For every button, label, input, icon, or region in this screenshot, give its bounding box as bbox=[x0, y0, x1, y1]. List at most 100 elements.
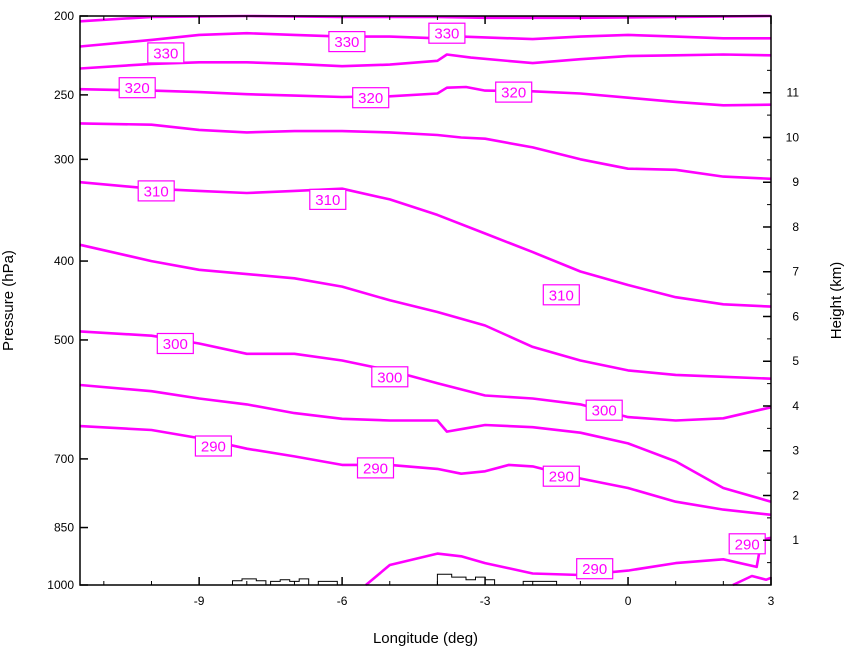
contour-line-300-7 bbox=[79, 330, 772, 422]
terrain-segment-3 bbox=[436, 573, 496, 585]
contour-label-text: 290 bbox=[582, 561, 607, 578]
contour-label-320-5: 320 bbox=[495, 81, 533, 103]
contour-label-330-1: 330 bbox=[328, 31, 366, 53]
terrain-segment-4 bbox=[522, 580, 558, 585]
contour-label-box bbox=[428, 22, 466, 44]
contour-label-300-11: 300 bbox=[585, 399, 623, 421]
contour-label-290-12: 290 bbox=[194, 435, 232, 457]
y2-tick-label: 9 bbox=[792, 175, 799, 189]
contour-label-box bbox=[309, 188, 347, 210]
contour-label-320-3: 320 bbox=[118, 77, 156, 99]
contour-label-box bbox=[728, 533, 766, 555]
contour-label-box bbox=[542, 465, 580, 487]
terrain-segment-1 bbox=[270, 578, 310, 585]
contour-label-text: 300 bbox=[377, 369, 402, 386]
y2-axis-title: Height (km) bbox=[828, 262, 845, 340]
x-tick-label: 0 bbox=[625, 594, 632, 608]
contour-label-320-4: 320 bbox=[352, 87, 390, 109]
y-axis-title: Pressure (hPa) bbox=[0, 250, 17, 351]
contour-line-315-4 bbox=[79, 122, 772, 181]
contour-label-310-7: 310 bbox=[309, 188, 347, 210]
y-tick-label: 300 bbox=[54, 152, 74, 166]
contour-label-text: 310 bbox=[315, 192, 340, 209]
contour-label-text: 300 bbox=[592, 403, 617, 420]
contour-label-text: 310 bbox=[549, 287, 574, 304]
terrain-segment-0 bbox=[232, 578, 267, 585]
x-tick-label: 3 bbox=[768, 594, 775, 608]
contour-label-text: 300 bbox=[163, 336, 188, 353]
contour-label-box bbox=[576, 558, 614, 580]
y-tick-label: 850 bbox=[54, 521, 74, 535]
contour-label-text: 330 bbox=[153, 45, 178, 62]
contour-line-290-9 bbox=[79, 424, 772, 517]
y-tick-label: 700 bbox=[54, 452, 74, 466]
contour-label-box bbox=[147, 42, 185, 64]
x-tick-label: -3 bbox=[480, 594, 491, 608]
contour-label-text: 330 bbox=[334, 34, 359, 51]
plot-frame bbox=[79, 15, 772, 586]
contour-line-305-6 bbox=[79, 243, 772, 380]
y-tick-label: 250 bbox=[54, 88, 74, 102]
contour-label-text: 320 bbox=[358, 90, 383, 107]
contour-label-300-10: 300 bbox=[371, 366, 409, 388]
contour-label-text: 320 bbox=[501, 85, 526, 102]
contour-label-box bbox=[371, 366, 409, 388]
y2-tick-label: 4 bbox=[792, 399, 799, 413]
terrain-layer bbox=[232, 573, 558, 585]
contour-label-box bbox=[118, 77, 156, 99]
contour-label-text: 310 bbox=[144, 183, 169, 200]
y2-tick-label: 5 bbox=[792, 354, 799, 368]
contour-label-box bbox=[495, 81, 533, 103]
y2-tick-label: 2 bbox=[792, 488, 799, 502]
y2-tick-label: 10 bbox=[786, 130, 800, 144]
contour-line-320-3 bbox=[79, 85, 772, 107]
y2-tick-label: 3 bbox=[792, 444, 799, 458]
contour-label-290-16: 290 bbox=[728, 533, 766, 555]
y-tick-label: 500 bbox=[54, 333, 74, 347]
contour-label-text: 290 bbox=[201, 439, 226, 456]
y-tick-label: 1000 bbox=[47, 578, 74, 592]
contour-line-335-0 bbox=[79, 14, 772, 23]
terrain-segment-2 bbox=[317, 580, 338, 585]
y2-tick-label: 6 bbox=[792, 309, 799, 323]
contour-label-box bbox=[585, 399, 623, 421]
y2-tick-label: 8 bbox=[792, 220, 799, 234]
contour-label-290-15: 290 bbox=[576, 558, 614, 580]
contour-label-310-6: 310 bbox=[137, 180, 175, 202]
contour-label-text: 290 bbox=[363, 460, 388, 477]
x-tick-label: -6 bbox=[337, 594, 348, 608]
y2-tick-label: 1 bbox=[792, 533, 799, 547]
tick-layer: -9 -6 -3 0 3 200 250 300 400 500 700 850 1000 1 2 3 4 5 6 7… bbox=[47, 9, 799, 608]
contour-layer bbox=[79, 14, 772, 587]
y2-tick-label: 7 bbox=[792, 265, 799, 279]
contour-label-layer: 330 330 330 320 320 320 310 310 310 300 300 300 290 2… bbox=[118, 22, 766, 580]
y2-tick-label: 11 bbox=[787, 86, 800, 100]
contour-label-310-8: 310 bbox=[542, 284, 580, 306]
x-axis-title: Longitude (deg) bbox=[373, 630, 478, 647]
contour-label-box bbox=[352, 87, 390, 109]
contour-label-330-0: 330 bbox=[147, 42, 185, 64]
contour-line-295-8 bbox=[79, 383, 772, 503]
contour-label-text: 330 bbox=[434, 26, 459, 43]
y-tick-label: 200 bbox=[54, 9, 74, 23]
contour-line-290-11 bbox=[732, 574, 772, 587]
contour-line-290-10 bbox=[365, 536, 772, 586]
contour-label-box bbox=[156, 332, 194, 355]
contour-label-290-14: 290 bbox=[542, 465, 580, 487]
contour-label-300-9: 300 bbox=[156, 332, 194, 355]
contour-label-text: 320 bbox=[125, 80, 150, 97]
contour-label-box bbox=[542, 284, 580, 306]
contour-label-box bbox=[328, 31, 366, 53]
contour-label-330-2: 330 bbox=[428, 22, 466, 44]
contour-label-box bbox=[194, 435, 232, 457]
contour-label-text: 290 bbox=[735, 536, 760, 553]
contour-label-box bbox=[356, 457, 395, 479]
contour-line-330-2 bbox=[79, 53, 772, 70]
contour-label-290-13: 290 bbox=[356, 457, 395, 479]
contour-label-text: 290 bbox=[549, 469, 574, 486]
contour-line-310-5 bbox=[79, 180, 772, 308]
y-tick-label: 400 bbox=[54, 254, 74, 268]
contour-label-box bbox=[137, 180, 175, 202]
x-tick-label: -9 bbox=[194, 594, 205, 608]
